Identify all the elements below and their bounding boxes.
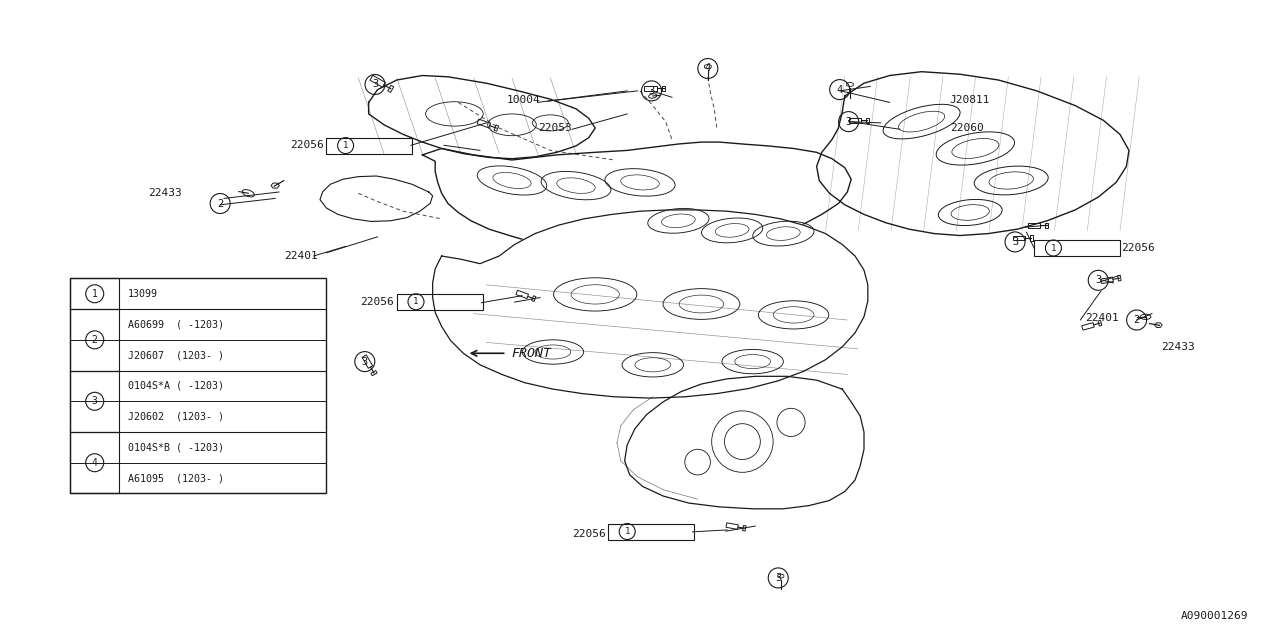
Text: 1: 1 bbox=[1051, 243, 1056, 253]
Text: J20607  (1203- ): J20607 (1203- ) bbox=[128, 350, 224, 360]
Text: 1: 1 bbox=[625, 527, 630, 536]
Polygon shape bbox=[369, 76, 595, 159]
Text: FRONT: FRONT bbox=[512, 347, 552, 360]
Text: 2: 2 bbox=[1134, 315, 1139, 325]
Polygon shape bbox=[422, 142, 851, 253]
Text: 1: 1 bbox=[92, 289, 97, 299]
Text: 1: 1 bbox=[343, 141, 348, 150]
Text: 0104S*A ( -1203): 0104S*A ( -1203) bbox=[128, 381, 224, 391]
Text: A090001269: A090001269 bbox=[1180, 611, 1248, 621]
Text: 22060: 22060 bbox=[950, 123, 983, 133]
Text: 22056: 22056 bbox=[572, 529, 605, 540]
Text: 2: 2 bbox=[218, 198, 223, 209]
Polygon shape bbox=[625, 376, 864, 509]
Text: 2: 2 bbox=[92, 335, 97, 345]
Text: 3: 3 bbox=[776, 573, 781, 583]
Text: 3: 3 bbox=[1012, 237, 1018, 247]
Text: 3: 3 bbox=[846, 116, 851, 127]
Text: 4: 4 bbox=[92, 458, 97, 468]
Polygon shape bbox=[320, 176, 433, 221]
Polygon shape bbox=[433, 157, 883, 283]
Text: 4: 4 bbox=[837, 84, 842, 95]
Text: 3: 3 bbox=[362, 356, 367, 367]
Text: 3: 3 bbox=[649, 86, 654, 96]
Text: 22056: 22056 bbox=[1121, 243, 1155, 253]
Text: 22053: 22053 bbox=[539, 123, 572, 133]
Text: 22401: 22401 bbox=[284, 251, 317, 261]
Text: 22401: 22401 bbox=[1085, 313, 1119, 323]
Polygon shape bbox=[817, 72, 1129, 236]
Bar bbox=[70, 309, 119, 371]
Text: A61095  (1203- ): A61095 (1203- ) bbox=[128, 473, 224, 483]
Text: 3: 3 bbox=[92, 396, 97, 406]
Text: 3: 3 bbox=[1096, 275, 1101, 285]
Bar bbox=[70, 278, 326, 493]
Text: 3: 3 bbox=[372, 79, 378, 90]
Text: J20602  (1203- ): J20602 (1203- ) bbox=[128, 412, 224, 422]
Bar bbox=[1034, 240, 1120, 256]
Text: 22433: 22433 bbox=[148, 188, 182, 198]
Text: 22056: 22056 bbox=[291, 140, 324, 150]
Polygon shape bbox=[433, 210, 868, 398]
Text: 22056: 22056 bbox=[361, 297, 394, 307]
Text: 13099: 13099 bbox=[128, 289, 157, 299]
Bar bbox=[397, 294, 483, 310]
Bar bbox=[70, 432, 119, 493]
Text: 10004: 10004 bbox=[507, 95, 540, 106]
Text: 1: 1 bbox=[413, 297, 419, 307]
Bar bbox=[70, 371, 119, 432]
Bar bbox=[70, 278, 119, 309]
Text: A60699  ( -1203): A60699 ( -1203) bbox=[128, 319, 224, 330]
Text: J20811: J20811 bbox=[950, 95, 991, 106]
Text: 0104S*B ( -1203): 0104S*B ( -1203) bbox=[128, 442, 224, 452]
Text: 4: 4 bbox=[705, 63, 710, 74]
Text: 22433: 22433 bbox=[1161, 342, 1194, 352]
Bar bbox=[608, 524, 694, 540]
Bar bbox=[326, 138, 412, 154]
